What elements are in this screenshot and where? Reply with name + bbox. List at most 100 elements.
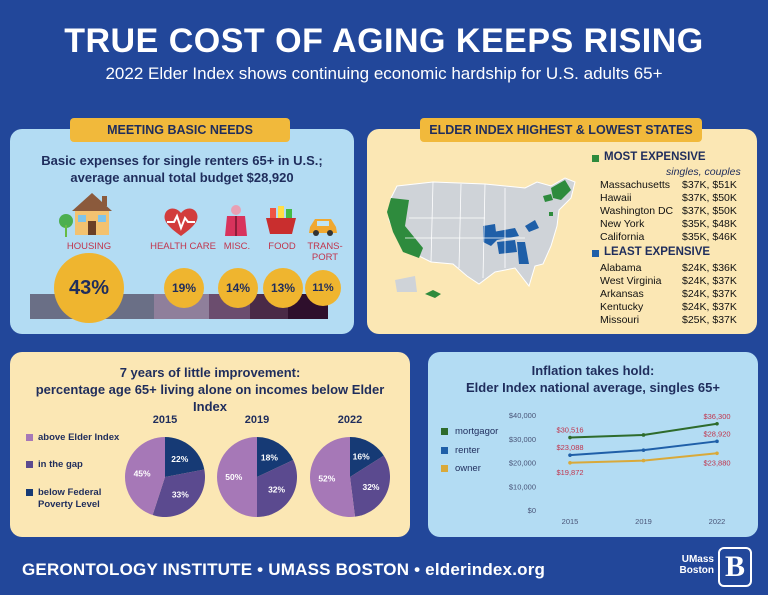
health-care-label: HEALTH CARE	[150, 241, 216, 252]
page-subtitle: 2022 Elder Index shows continuing econom…	[105, 64, 663, 83]
pie-slice-label: 32%	[362, 482, 379, 492]
pie-slice	[350, 437, 384, 477]
pie-slice-label: 45%	[134, 468, 151, 478]
y-tick-label: $40,000	[509, 411, 536, 420]
legend-label-below-line2: Poverty Level	[38, 499, 100, 510]
basic-needs-tag: MEETING BASIC NEEDS	[70, 118, 290, 142]
legend-swatch-above	[26, 434, 33, 441]
page-title: TRUE COST OF AGING KEEPS RISING	[64, 22, 704, 60]
states-tag: ELDER INDEX HIGHEST & LOWEST STATES	[420, 118, 702, 142]
legend-label-renter: renter	[455, 445, 480, 456]
us-map	[387, 177, 576, 298]
logo-line2: Boston	[679, 565, 714, 576]
pie-slice-label: 50%	[225, 472, 242, 482]
grocery-icon	[266, 206, 296, 234]
least-state-name: Arkansas	[600, 288, 644, 300]
least-state-value: $24K, $37K	[682, 301, 737, 313]
data-label: $30,516	[556, 426, 583, 435]
basic-needs-heading: Basic expenses for single renters 65+ in…	[20, 152, 344, 186]
housing-share: 43%	[54, 253, 124, 323]
legend-label-below: below Federal Poverty Level	[38, 487, 101, 511]
legend-swatch-renter	[441, 447, 448, 454]
pie-slice	[310, 437, 356, 517]
data-point	[715, 421, 719, 426]
x-tick-label: 2015	[562, 517, 579, 526]
data-point	[641, 458, 646, 463]
data-label: $36,300	[703, 412, 730, 421]
pie-slice-label: 52%	[318, 473, 335, 483]
y-tick-label: $20,000	[509, 459, 536, 468]
y-tick-label: $30,000	[509, 435, 536, 444]
pie-title-2019: 2019	[244, 414, 270, 426]
least-state-value: $25K, $37K	[682, 314, 737, 326]
pie-slice-label: 16%	[353, 452, 370, 462]
data-point	[568, 461, 572, 465]
data-point	[568, 453, 572, 457]
least-expensive-swatch	[592, 250, 599, 257]
legend-swatch-owner	[441, 465, 448, 472]
most-state-value: $35K, $46K	[682, 231, 737, 243]
data-point	[641, 448, 646, 452]
most-expensive-subtitle: singles, couples	[666, 166, 741, 178]
inflation-heading-line2: Elder Index national average, singles 65…	[466, 380, 720, 395]
pies-heading-line2: percentage age 65+ living alone on incom…	[35, 382, 385, 414]
umass-logo-text: UMass Boston	[664, 554, 714, 576]
legend-swatch-below	[26, 489, 33, 496]
least-state-name: Missouri	[600, 314, 640, 326]
data-label: $23,088	[556, 443, 583, 452]
x-tick-label: 2019	[635, 517, 652, 526]
pie-slice-label: 32%	[268, 484, 285, 494]
pie-title-2022: 2022	[337, 414, 363, 426]
coat-icon	[225, 205, 247, 236]
inflation-heading-line1: Inflation takes hold:	[531, 363, 655, 378]
most-expensive-title: MOST EXPENSIVE	[604, 151, 706, 163]
pie-chart-2019: 18% 32% 50%	[217, 437, 297, 517]
misc-share: 14%	[218, 268, 258, 308]
basic-needs-heading-line1: Basic expenses for single renters 65+ in…	[41, 153, 323, 168]
most-state-name: California	[600, 231, 645, 243]
inflation-panel	[428, 352, 758, 537]
data-point	[641, 433, 646, 437]
pie-slice	[257, 459, 297, 517]
inflation-heading: Inflation takes hold: Elder Index nation…	[428, 362, 758, 396]
most-state-name: Washington DC	[600, 205, 674, 217]
basic-needs-heading-line2: average annual total budget $28,920	[70, 170, 294, 185]
pies-heading: 7 years of little improvement: percentag…	[20, 364, 400, 415]
y-tick-label: $0	[528, 506, 536, 515]
pie-slice	[165, 437, 205, 477]
food-share: 13%	[263, 268, 303, 308]
most-state-name: New York	[600, 218, 645, 230]
health-care-share: 19%	[164, 268, 204, 308]
housing-label: HOUSING	[66, 241, 112, 252]
most-state-value: $37K, $50K	[682, 192, 737, 204]
series-line-renter	[569, 440, 718, 457]
least-state-name: Kentucky	[600, 301, 644, 313]
pie-slice-label: 33%	[172, 489, 189, 499]
most-state-value: $37K, $51K	[682, 179, 737, 191]
food-label: FOOD	[268, 241, 296, 252]
pie-slice	[125, 437, 165, 516]
footer-text: GERONTOLOGY INSTITUTE • UMASS BOSTON • e…	[22, 560, 546, 579]
legend-label-above: above Elder Index	[38, 432, 120, 443]
house-icon	[59, 193, 112, 237]
pie-title-2015: 2015	[152, 414, 178, 426]
most-state-name: Hawaii	[600, 192, 632, 204]
x-tick-label: 2022	[709, 517, 726, 526]
misc-label: MISC.	[223, 241, 251, 252]
transport-share: 11%	[305, 270, 341, 306]
most-state-name: Massachusetts	[600, 179, 671, 191]
pie-slice	[257, 437, 294, 477]
data-point	[568, 435, 572, 440]
pie-slice-label: 22%	[171, 454, 188, 464]
legend-label-gap: in the gap	[38, 459, 83, 470]
pie-chart-2015: 22% 33% 45%	[125, 437, 205, 517]
least-state-name: Alabama	[600, 262, 642, 274]
data-label: $19,872	[556, 468, 583, 477]
data-label: $23,880	[703, 458, 730, 467]
data-point	[715, 439, 719, 444]
least-state-value: $24K, $37K	[682, 288, 737, 300]
least-state-value: $24K, $36K	[682, 262, 737, 274]
pies-heading-line1: 7 years of little improvement:	[119, 365, 301, 380]
umass-logo-mark: B	[718, 547, 752, 587]
heart-icon	[164, 208, 198, 236]
